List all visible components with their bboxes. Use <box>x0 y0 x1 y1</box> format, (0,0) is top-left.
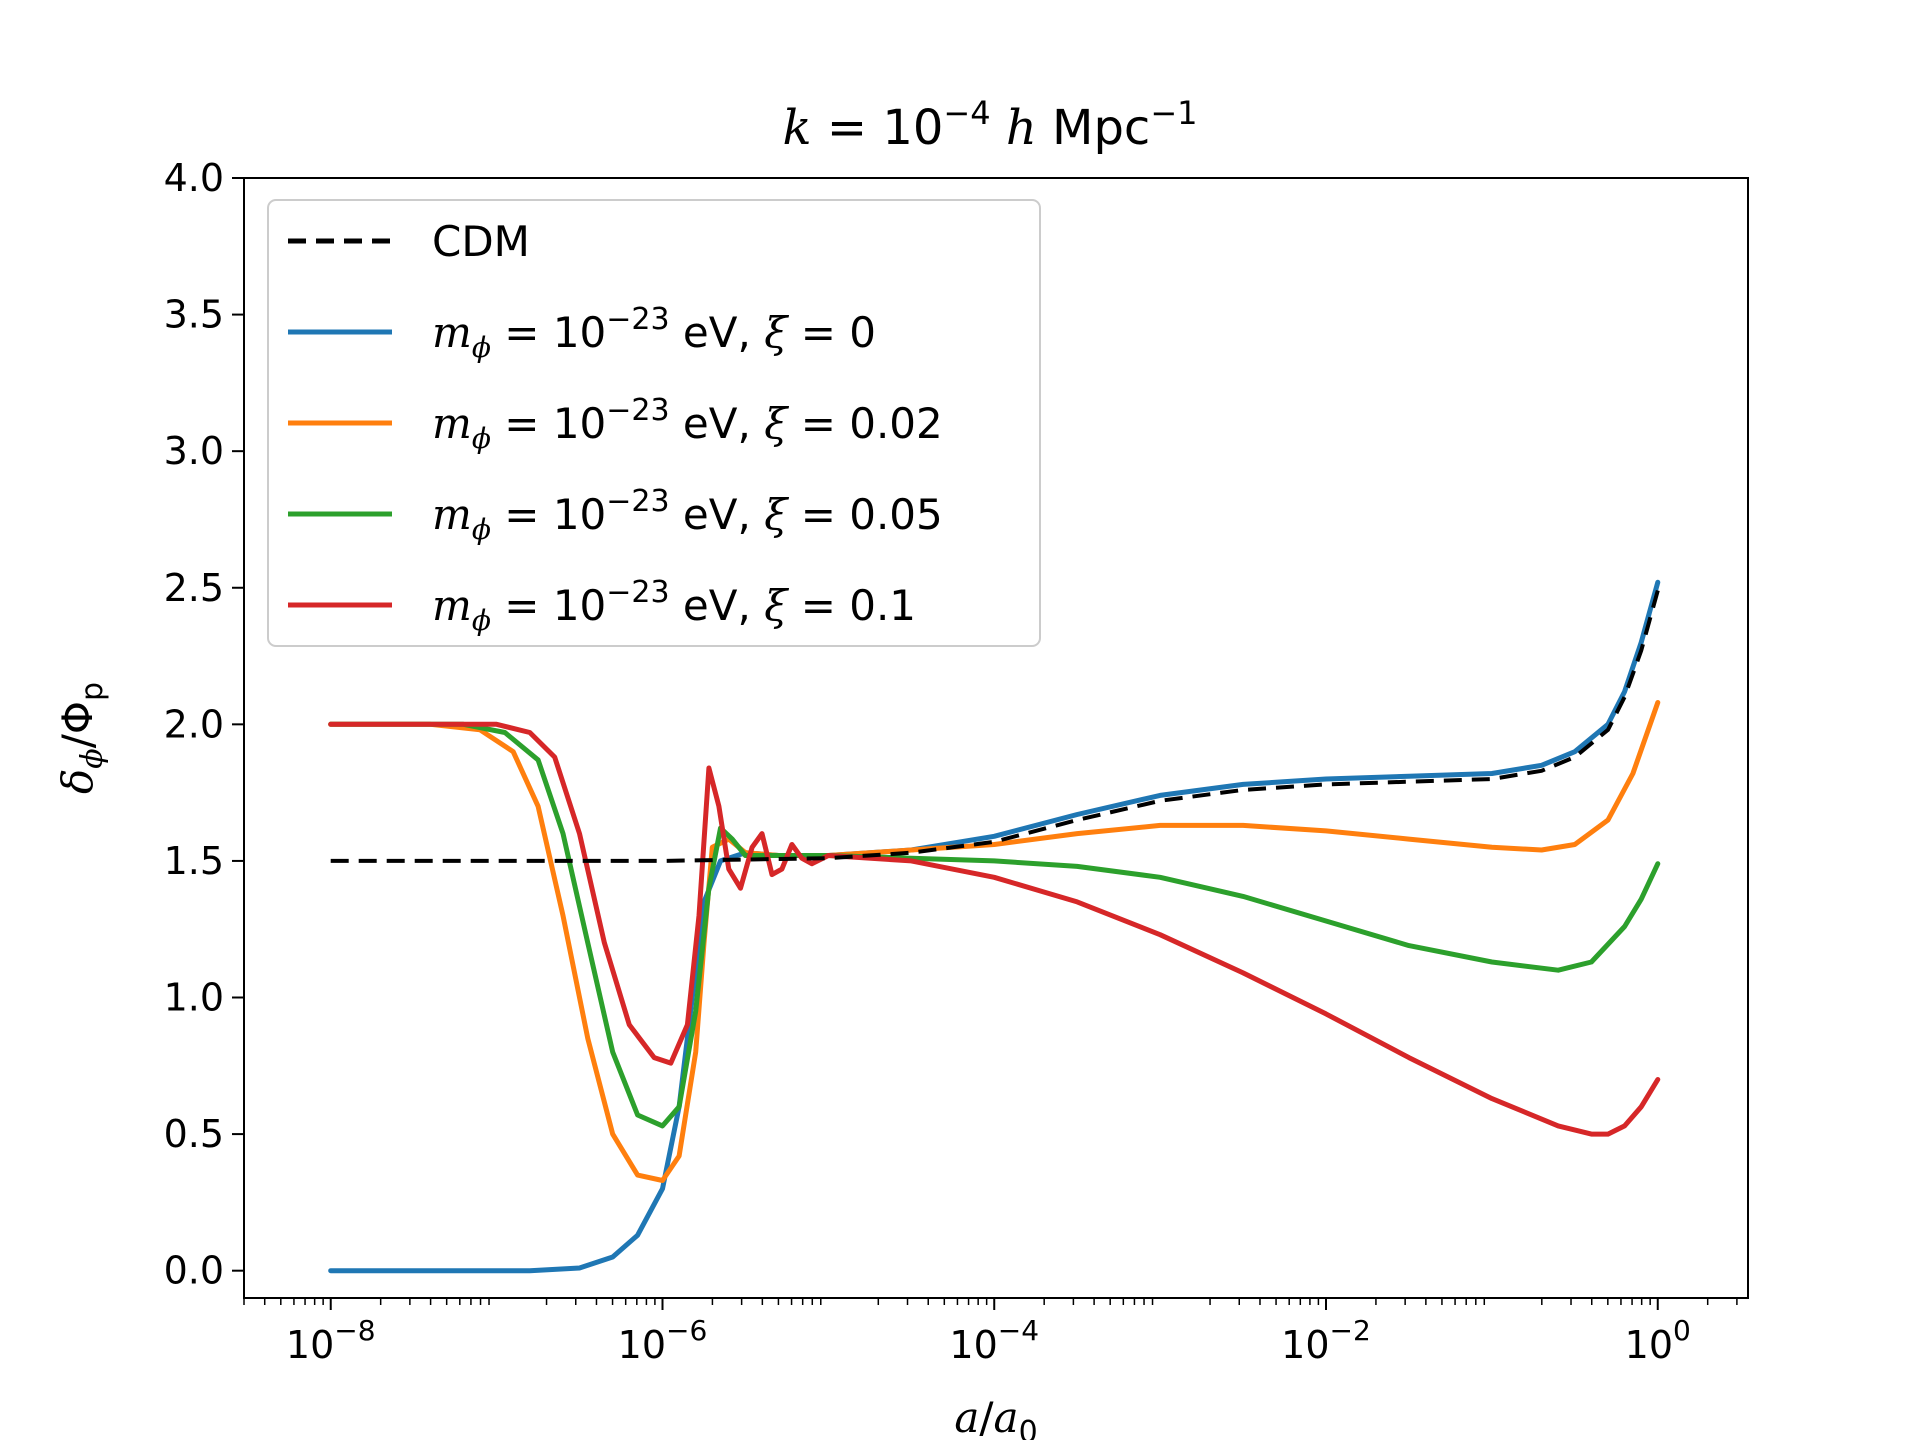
legend-label-1: mϕ = 10−23 eV, ξ = 0 <box>432 302 876 364</box>
plot-area <box>243 177 1749 1299</box>
y-axis: 0.0 0.5 1.0 1.5 2.0 2.5 3.0 3.5 4.0 <box>164 156 244 1293</box>
legend-label-4: mϕ = 10−23 eV, ξ = 0.1 <box>432 575 916 637</box>
y-axis-label: δϕ/Φp <box>53 682 110 794</box>
chart-title: k = 10−4 h Mpc−1 <box>783 94 1198 156</box>
legend-label-3: mϕ = 10−23 eV, ξ = 0.05 <box>432 484 943 546</box>
y-tick-label: 2.0 <box>164 702 224 746</box>
legend-label-2: mϕ = 10−23 eV, ξ = 0.02 <box>432 393 943 455</box>
x-tick-label: 10−6 <box>618 1314 708 1367</box>
legend-entries: CDM mϕ = 10−23 eV, ξ = 0 mϕ = 10−23 eV, ξ … <box>288 217 943 637</box>
y-tick-label: 0.0 <box>164 1249 224 1293</box>
y-tick-label: 3.0 <box>164 429 224 473</box>
legend: CDM mϕ = 10−23 eV, ξ = 0 mϕ = 10−23 eV, ξ … <box>267 199 1041 647</box>
legend-box <box>267 199 1041 647</box>
y-tick-label: 0.5 <box>164 1112 224 1156</box>
x-tick-label: 10−4 <box>949 1314 1039 1367</box>
series-lines <box>328 579 1661 1274</box>
series-line-3 <box>328 721 1661 1129</box>
x-axis-label: a/a0 <box>954 1393 1037 1440</box>
series-line-4 <box>328 721 1661 1137</box>
legend-label-0: CDM <box>432 217 530 266</box>
x-tick-label: 10−2 <box>1281 1314 1371 1367</box>
x-axis: 10−8 10−6 10−4 10−2 100 <box>243 1298 1738 1367</box>
x-tick-label: 100 <box>1625 1314 1691 1367</box>
y-tick-label: 4.0 <box>164 156 224 200</box>
y-tick-label: 1.0 <box>164 976 224 1020</box>
y-tick-label: 1.5 <box>164 839 224 883</box>
y-tick-label: 2.5 <box>164 566 224 610</box>
y-tick-label: 3.5 <box>164 293 224 337</box>
plot-frame <box>243 177 1749 1299</box>
x-tick-label: 10−8 <box>286 1314 376 1367</box>
